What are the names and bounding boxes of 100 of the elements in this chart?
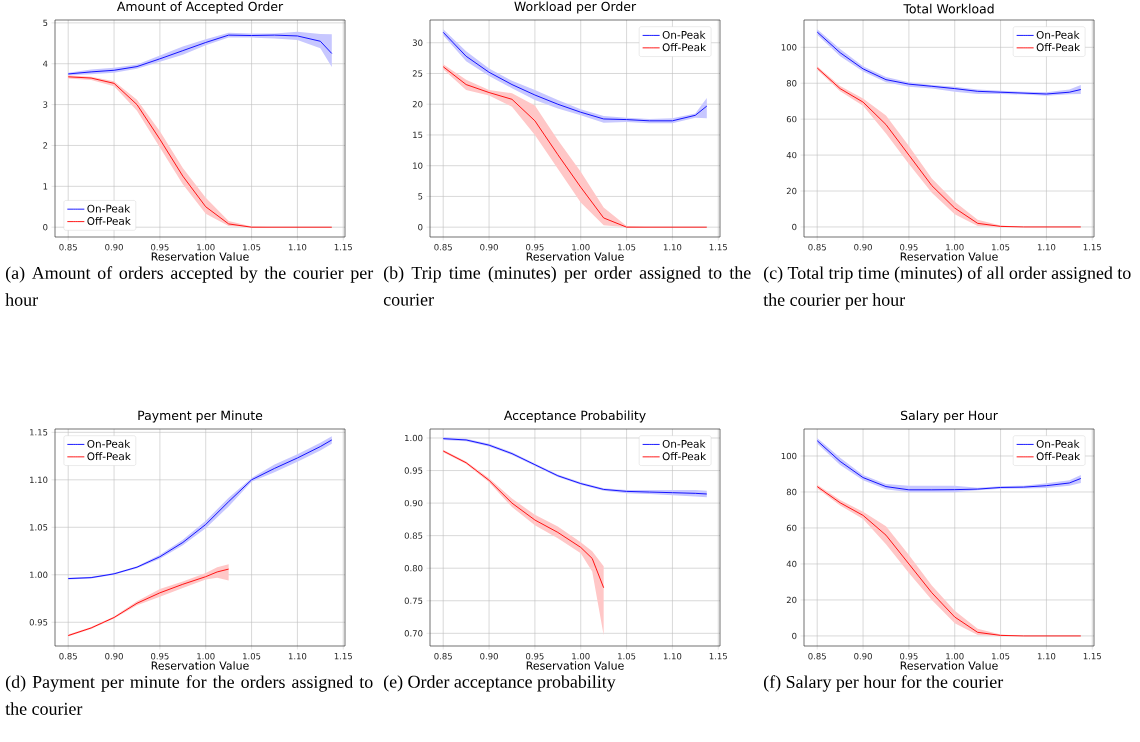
- x-tick-label: 1.05: [618, 653, 636, 660]
- y-tick-label: 0.85: [404, 532, 423, 539]
- y-tick-label: 0: [792, 223, 797, 231]
- x-axis-title: Reservation Value: [900, 661, 998, 670]
- x-tick-label: 0.85: [808, 244, 826, 251]
- x-axis-title: Reservation Value: [151, 252, 249, 261]
- x-axis-title: Reservation Value: [526, 661, 624, 670]
- y-tick-label: 5: [418, 193, 423, 200]
- y-tick-label: 20: [412, 101, 423, 108]
- chart-title: Payment per Minute: [138, 410, 263, 423]
- x-tick-label: 0.90: [480, 244, 498, 251]
- x-tick-label: 1.10: [663, 244, 682, 251]
- y-tick-label: 0.70: [404, 630, 423, 637]
- y-tick-label: 1.15: [30, 429, 48, 436]
- legend-label: On-Peak: [1036, 30, 1080, 39]
- y-tick-label: 100: [781, 452, 797, 460]
- x-tick-label: 0.95: [526, 653, 544, 660]
- legend-label: Off-Peak: [87, 216, 131, 225]
- y-tick-label: 1: [43, 183, 48, 190]
- text: (b) Trip time (minutes) per order assigned to the courier: [383, 266, 751, 306]
- y-tick-label: 60: [786, 115, 797, 123]
- legend-label: Off-Peak: [1036, 452, 1081, 461]
- y-tick-label: 0.75: [404, 597, 423, 604]
- x-tick-label: 0.95: [900, 653, 918, 660]
- x-tick-label: 0.90: [480, 653, 498, 660]
- y-tick-label: 40: [786, 151, 797, 159]
- x-tick-label: 0.95: [526, 244, 544, 251]
- chart-title: Total Workload: [903, 3, 994, 14]
- legend-label: Off-Peak: [1036, 43, 1081, 52]
- y-tick-label: 2: [43, 142, 48, 149]
- y-tick-label: 20: [786, 596, 797, 604]
- x-tick-label: 0.90: [105, 244, 123, 251]
- x-tick-label: 1.05: [992, 244, 1010, 251]
- x-tick-label: 1.00: [197, 244, 215, 251]
- y-tick-label: 0.90: [404, 499, 423, 507]
- legend-label: Off-Peak: [662, 452, 707, 461]
- y-tick-label: 15: [413, 131, 423, 139]
- x-tick-label: 1.00: [572, 653, 590, 660]
- x-tick-label: 1.05: [618, 244, 636, 251]
- y-tick-label: 80: [786, 488, 797, 496]
- text: (c) Total trip time (minutes) of all order assigned to the courier per hour: [763, 266, 1131, 310]
- x-tick-label: 0.95: [151, 653, 169, 660]
- y-tick-label: 1.00: [405, 434, 423, 442]
- x-tick-label: 1.00: [946, 244, 964, 251]
- y-tick-label: 20: [786, 187, 797, 195]
- x-axis-title: Reservation Value: [900, 252, 998, 261]
- legend-label: On-Peak: [662, 439, 706, 448]
- x-tick-label: 1.10: [663, 653, 682, 660]
- x-axis-title: Reservation Value: [526, 252, 624, 261]
- text: (a) Amount of orders accepted by the courier per hour: [5, 266, 374, 306]
- y-tick-label: 0: [792, 632, 797, 640]
- x-tick-label: 1.15: [1083, 244, 1101, 251]
- x-tick-label: 1.15: [709, 653, 727, 660]
- x-axis-title: Reservation Value: [151, 661, 249, 670]
- x-tick-label: 0.95: [900, 244, 918, 251]
- legend-label: On-Peak: [662, 30, 706, 39]
- text: (d) Payment per minute for the orders assigned to the courier: [5, 675, 373, 715]
- y-tick-label: 80: [786, 80, 797, 87]
- x-tick-label: 1.00: [946, 653, 964, 660]
- x-tick-label: 0.85: [434, 653, 452, 660]
- chart-title: Workload per Order: [514, 1, 637, 14]
- x-tick-label: 1.15: [334, 653, 352, 660]
- chart-title: Amount of Accepted Order: [116, 1, 284, 14]
- x-tick-label: 1.15: [1083, 653, 1101, 660]
- y-tick-label: 4: [43, 60, 48, 67]
- y-tick-label: 10: [413, 162, 423, 169]
- x-tick-label: 0.85: [59, 653, 77, 660]
- x-tick-label: 0.90: [854, 653, 872, 660]
- y-tick-label: 25: [412, 70, 423, 77]
- x-tick-label: 0.85: [434, 244, 452, 251]
- y-tick-label: 0.95: [29, 619, 48, 626]
- y-tick-label: 0.95: [404, 467, 423, 474]
- legend-label: On-Peak: [87, 204, 131, 213]
- x-tick-label: 1.05: [243, 244, 261, 251]
- y-tick-label: 60: [786, 524, 797, 532]
- x-tick-label: 1.15: [334, 244, 352, 251]
- chart-title: Acceptance Probability: [503, 410, 646, 423]
- y-tick-label: 1.00: [30, 571, 48, 578]
- y-tick-label: 0.80: [404, 565, 423, 572]
- x-tick-label: 0.85: [808, 653, 826, 660]
- y-tick-label: 0: [418, 223, 423, 231]
- x-tick-label: 1.05: [992, 653, 1010, 660]
- y-tick-label: 30: [412, 39, 423, 46]
- x-tick-label: 1.05: [243, 653, 261, 660]
- x-tick-label: 1.15: [709, 244, 727, 251]
- legend-label: Off-Peak: [662, 43, 707, 52]
- x-tick-label: 0.95: [151, 244, 169, 251]
- x-tick-label: 1.10: [288, 653, 307, 660]
- y-tick-label: 1.10: [30, 476, 48, 484]
- x-tick-label: 1.00: [197, 653, 215, 660]
- x-tick-label: 1.10: [1037, 653, 1056, 660]
- x-tick-label: 0.90: [105, 653, 123, 660]
- y-tick-label: 1.05: [30, 524, 48, 531]
- x-tick-label: 1.10: [1037, 244, 1056, 251]
- x-tick-label: 0.90: [854, 244, 872, 251]
- legend-label: On-Peak: [1036, 439, 1080, 448]
- x-tick-label: 1.00: [572, 244, 590, 251]
- y-tick-label: 100: [781, 44, 797, 51]
- y-tick-label: 3: [43, 101, 48, 108]
- legend-label: On-Peak: [87, 439, 131, 448]
